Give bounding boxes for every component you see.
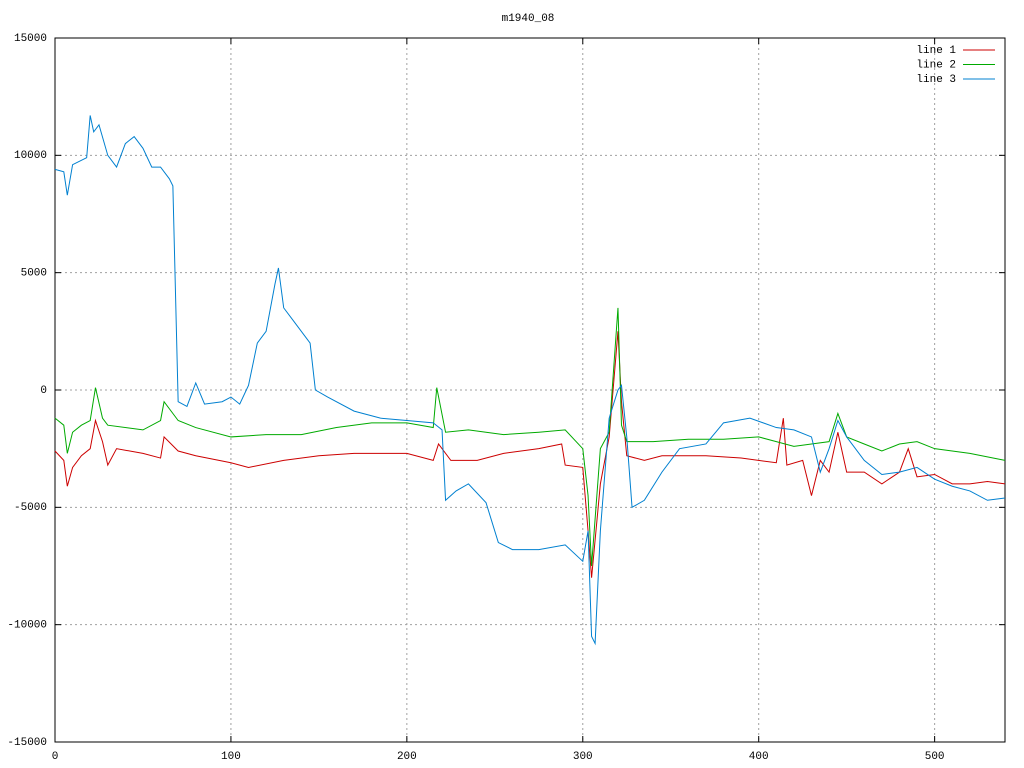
legend-label: line 2 [916, 59, 956, 71]
legend-label: line 3 [916, 74, 956, 86]
y-tick-label: 10000 [14, 150, 47, 162]
x-tick-label: 200 [397, 751, 417, 763]
x-tick-label: 500 [925, 751, 945, 763]
data-line [54, 331, 1006, 578]
x-tick-label: 100 [221, 751, 241, 763]
data-line [54, 307, 1006, 567]
y-tick-label: 0 [40, 385, 47, 397]
y-tick-label: 15000 [14, 33, 47, 45]
data-line [54, 115, 1006, 646]
x-tick-label: 0 [52, 751, 59, 763]
y-tick-label: -15000 [7, 737, 47, 749]
plot-frame [54, 37, 1006, 743]
y-tick-label: 5000 [21, 268, 47, 280]
y-tick-label: -10000 [7, 620, 47, 632]
chart-title: m1940_08 [502, 13, 555, 25]
x-tick-label: 400 [749, 751, 769, 763]
x-tick-label: 300 [573, 751, 593, 763]
legend-label: line 1 [916, 45, 956, 57]
y-tick-label: -5000 [14, 502, 47, 514]
